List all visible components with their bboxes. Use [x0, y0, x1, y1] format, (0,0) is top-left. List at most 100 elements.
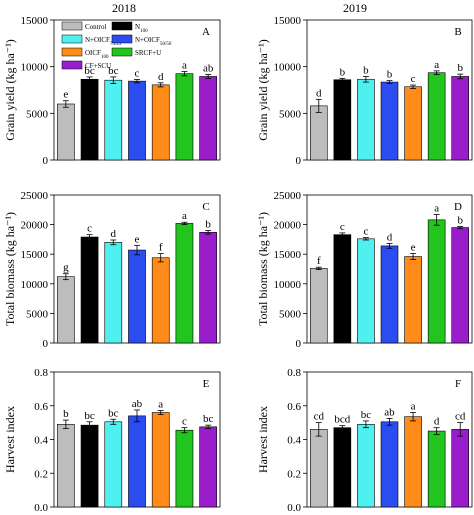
bar	[80, 236, 99, 344]
y-tick-label: 10000	[274, 62, 302, 74]
significance-letter: bcd	[334, 414, 350, 426]
bar	[104, 242, 123, 344]
bar	[80, 424, 99, 508]
significance-letter: d	[434, 416, 440, 428]
significance-letter: bc	[108, 65, 119, 77]
bar	[333, 79, 352, 161]
bar	[451, 76, 470, 161]
y-tick-label: 25000	[21, 190, 49, 202]
panel-letter: E	[203, 378, 210, 390]
y-tick-label: 0.0	[34, 502, 48, 514]
significance-letter: c	[182, 416, 187, 428]
significance-letter: c	[87, 223, 92, 235]
y-tick-label: 0.2	[287, 468, 301, 480]
bar	[128, 415, 146, 508]
bar	[175, 223, 194, 344]
bar	[199, 231, 217, 344]
legend-label-subscript: 50/50	[160, 42, 172, 47]
bar	[309, 268, 328, 344]
significance-letter: c	[340, 221, 345, 233]
y-tick-label: 0.4	[287, 435, 301, 447]
y-tick-label: 25000	[274, 190, 302, 202]
legend: Control N100 N+OICF75/25 N+OICF50/50 OICF100…	[61, 21, 172, 70]
bar	[333, 234, 352, 344]
significance-letter: b	[63, 408, 69, 420]
y-tick-label: 15000	[21, 15, 49, 27]
bar	[380, 245, 399, 344]
significance-letter: f	[159, 242, 163, 254]
panel-letter: B	[454, 26, 461, 38]
significance-letter: bc	[84, 410, 95, 422]
bar	[199, 76, 217, 161]
legend-item: N100	[111, 21, 148, 34]
bar	[151, 412, 170, 508]
legend-swatch	[111, 47, 133, 57]
legend-swatch	[111, 34, 133, 44]
legend-label-subscript: 100	[140, 29, 148, 34]
bar	[357, 78, 375, 161]
legend-item: OICF100	[61, 47, 109, 60]
y-tick-label: 15000	[274, 249, 302, 261]
bar	[104, 421, 123, 508]
panel-letter: D	[454, 201, 462, 213]
bar	[357, 424, 375, 508]
panel-letter: F	[455, 378, 461, 390]
legend-swatch	[61, 34, 83, 44]
significance-letter: bc	[84, 65, 95, 77]
bar	[151, 84, 170, 161]
y-tick-label: 0.6	[287, 401, 301, 413]
y-axis-label: Grain yield (kg ha⁻¹)	[3, 39, 17, 141]
significance-letter: ab	[384, 406, 395, 418]
y-tick-label: 15000	[274, 15, 302, 27]
significance-letter: c	[363, 226, 368, 238]
y-tick-label: 5000	[279, 308, 302, 320]
significance-letter: cd	[455, 411, 466, 423]
significance-letter: a	[434, 59, 439, 71]
bar	[404, 256, 422, 344]
y-tick-label: 0	[43, 338, 49, 350]
bar	[380, 421, 399, 508]
y-tick-label: 5000	[279, 108, 302, 120]
y-axis-label: Harvest index	[3, 406, 17, 473]
legend-item: SRCF+U	[111, 47, 161, 57]
significance-letter: ab	[203, 62, 214, 74]
chart-panel-b: 0 5000 10000 15000 Grain yield (kg ha⁻¹) Bd b b…	[256, 15, 473, 167]
legend-item: N+OICF50/50	[111, 34, 172, 47]
significance-letter: a	[411, 401, 416, 413]
significance-letter: b	[205, 219, 211, 231]
significance-letter: d	[316, 87, 322, 99]
significance-letter: b	[363, 64, 369, 76]
significance-letter: a	[182, 210, 187, 222]
legend-label-subscript: 75/25	[110, 42, 122, 47]
y-axis-label: Total biomass (kg ha⁻¹)	[3, 212, 17, 326]
bar	[357, 238, 375, 344]
legend-label: N100	[135, 23, 148, 34]
bar	[451, 429, 470, 508]
bar	[427, 72, 446, 161]
legend-label: OICF100	[85, 49, 109, 60]
y-tick-label: 0	[296, 155, 302, 167]
y-tick-label: 10000	[21, 279, 49, 291]
y-tick-label: 0.4	[34, 435, 48, 447]
y-tick-label: 20000	[274, 220, 302, 232]
bar	[380, 81, 399, 161]
bar	[451, 227, 470, 344]
significance-letter: ab	[132, 398, 143, 410]
y-tick-label: 0.6	[34, 401, 48, 413]
significance-letter: bc	[108, 407, 119, 419]
significance-letter: b	[457, 214, 463, 226]
y-tick-label: 0.2	[34, 468, 48, 480]
significance-letter: d	[387, 232, 393, 244]
significance-letter: b	[387, 69, 393, 81]
significance-letter: a	[434, 203, 439, 215]
significance-letter: d	[158, 71, 164, 83]
legend-item: Control	[61, 21, 106, 31]
legend-item: N+OICF75/25	[61, 34, 122, 47]
y-tick-label: 5000	[26, 308, 49, 320]
significance-letter: a	[158, 398, 163, 410]
year-label-2019: 2019	[343, 1, 367, 15]
significance-letter: c	[135, 67, 140, 79]
bar	[151, 257, 170, 344]
